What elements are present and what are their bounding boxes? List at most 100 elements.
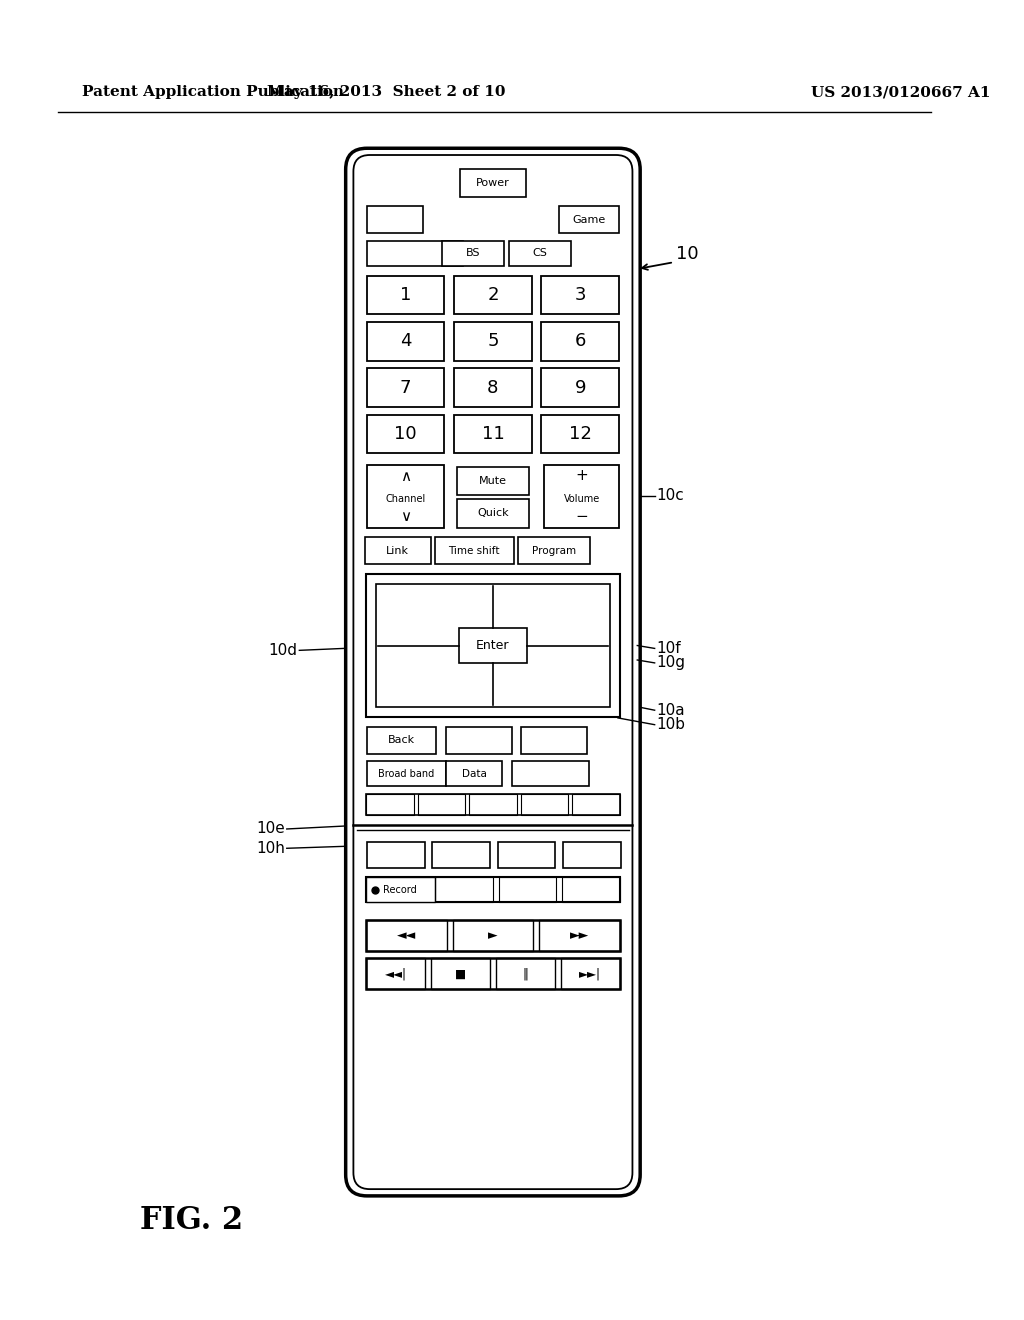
Bar — [520, 795, 568, 816]
Text: 10a: 10a — [656, 702, 685, 718]
Bar — [367, 842, 425, 867]
Bar — [434, 537, 514, 565]
Text: Channel: Channel — [386, 494, 426, 504]
Bar — [453, 920, 534, 950]
Text: Mute: Mute — [479, 477, 507, 486]
Text: 10b: 10b — [656, 717, 686, 733]
Bar — [454, 414, 531, 453]
Text: Time shift: Time shift — [449, 546, 500, 556]
Text: Record: Record — [383, 884, 417, 895]
Text: ■: ■ — [455, 968, 466, 981]
Text: 9: 9 — [574, 379, 586, 397]
Bar — [367, 322, 444, 360]
Bar — [563, 842, 621, 867]
Text: 10e: 10e — [256, 821, 285, 837]
Bar — [367, 762, 446, 787]
Bar — [542, 322, 618, 360]
Bar — [376, 583, 610, 708]
Text: ‖: ‖ — [522, 968, 528, 981]
Bar — [366, 795, 620, 816]
Bar — [367, 414, 444, 453]
Text: 10: 10 — [676, 246, 698, 264]
Text: ◄◄: ◄◄ — [396, 929, 416, 941]
Bar — [367, 242, 464, 267]
Bar — [454, 322, 531, 360]
Bar — [367, 726, 436, 754]
Bar — [499, 878, 556, 903]
Text: 5: 5 — [487, 333, 499, 350]
Bar — [469, 795, 517, 816]
Text: Back: Back — [388, 735, 416, 746]
Text: ∨: ∨ — [400, 508, 412, 524]
Text: 1: 1 — [400, 286, 412, 304]
Text: CS: CS — [532, 248, 547, 259]
Text: 10g: 10g — [656, 656, 686, 671]
Text: 6: 6 — [574, 333, 586, 350]
Text: Patent Application Publication: Patent Application Publication — [82, 86, 344, 99]
Bar — [457, 499, 528, 528]
Text: Data: Data — [462, 770, 486, 779]
Text: 12: 12 — [568, 425, 592, 444]
Text: Link: Link — [386, 546, 410, 556]
FancyBboxPatch shape — [346, 148, 640, 1196]
Text: −: − — [575, 508, 588, 524]
Text: Enter: Enter — [476, 639, 510, 652]
Bar — [545, 465, 618, 528]
Text: 2: 2 — [487, 286, 499, 304]
Text: ►: ► — [488, 929, 498, 941]
Bar — [366, 574, 620, 717]
Text: Broad band: Broad band — [379, 770, 434, 779]
Bar — [442, 242, 504, 267]
Bar — [498, 842, 555, 867]
Text: 10c: 10c — [656, 488, 684, 503]
Text: +: + — [575, 469, 588, 483]
Bar — [446, 762, 502, 787]
Bar — [365, 537, 431, 565]
Bar — [562, 878, 620, 903]
Bar — [367, 465, 444, 528]
Bar — [366, 920, 620, 950]
Text: 8: 8 — [487, 379, 499, 397]
Bar — [559, 206, 618, 234]
Bar — [542, 414, 618, 453]
Text: 11: 11 — [481, 425, 504, 444]
Text: ∧: ∧ — [400, 469, 412, 484]
Text: Game: Game — [572, 215, 605, 224]
Bar — [366, 958, 620, 989]
Text: 10: 10 — [394, 425, 417, 444]
Bar — [435, 878, 494, 903]
Bar — [539, 920, 620, 950]
Bar — [418, 795, 465, 816]
Bar — [454, 276, 531, 314]
Text: 4: 4 — [400, 333, 412, 350]
Bar — [542, 276, 618, 314]
Bar — [542, 368, 618, 407]
Bar — [432, 842, 490, 867]
Bar — [496, 958, 555, 989]
Text: Volume: Volume — [563, 494, 600, 504]
Text: May 16, 2013  Sheet 2 of 10: May 16, 2013 Sheet 2 of 10 — [267, 86, 506, 99]
Bar — [367, 206, 423, 234]
Text: FIG. 2: FIG. 2 — [140, 1205, 243, 1236]
Bar — [572, 795, 620, 816]
Text: 7: 7 — [400, 379, 412, 397]
Text: 10f: 10f — [656, 642, 681, 656]
Bar — [509, 242, 570, 267]
Text: ►►: ►► — [570, 929, 589, 941]
Bar — [460, 169, 525, 197]
Bar — [367, 368, 444, 407]
Text: Power: Power — [476, 178, 510, 187]
Text: Program: Program — [531, 546, 575, 556]
Bar — [366, 920, 446, 950]
Bar — [512, 762, 589, 787]
Text: 10d: 10d — [268, 643, 297, 657]
Text: US 2013/0120667 A1: US 2013/0120667 A1 — [811, 86, 990, 99]
Text: 10h: 10h — [256, 841, 285, 855]
Bar — [366, 795, 414, 816]
Text: 3: 3 — [574, 286, 586, 304]
Text: BS: BS — [466, 248, 480, 259]
Text: Quick: Quick — [477, 508, 509, 519]
Bar — [431, 958, 490, 989]
Bar — [561, 958, 620, 989]
Bar — [457, 467, 528, 495]
